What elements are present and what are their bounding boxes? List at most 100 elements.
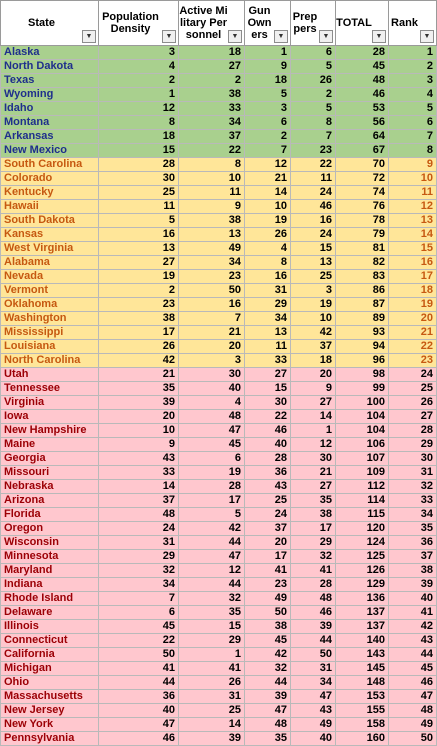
cell-preppers[interactable]: 1 [290, 423, 336, 438]
cell-state[interactable]: Maine [0, 437, 99, 452]
cell-active-military[interactable]: 9 [178, 199, 245, 214]
cell-population-density[interactable]: 42 [98, 353, 179, 368]
cell-population-density[interactable]: 15 [98, 143, 179, 158]
cell-total[interactable]: 96 [335, 353, 389, 368]
cell-gun-owners[interactable]: 46 [244, 423, 291, 438]
cell-state[interactable]: New York [0, 717, 99, 732]
cell-gun-owners[interactable]: 43 [244, 479, 291, 494]
cell-population-density[interactable]: 27 [98, 255, 179, 270]
cell-state[interactable]: New Jersey [0, 703, 99, 718]
cell-gun-owners[interactable]: 49 [244, 591, 291, 606]
cell-total[interactable]: 76 [335, 199, 389, 214]
cell-population-density[interactable]: 1 [98, 87, 179, 102]
cell-total[interactable]: 114 [335, 493, 389, 508]
cell-rank[interactable]: 33 [388, 493, 437, 508]
cell-gun-owners[interactable]: 34 [244, 311, 291, 326]
cell-state[interactable]: Louisiana [0, 339, 99, 354]
cell-gun-owners[interactable]: 47 [244, 703, 291, 718]
cell-gun-owners[interactable]: 39 [244, 689, 291, 704]
cell-gun-owners[interactable]: 22 [244, 409, 291, 424]
cell-preppers[interactable]: 3 [290, 283, 336, 298]
cell-rank[interactable]: 19 [388, 297, 437, 312]
cell-rank[interactable]: 46 [388, 675, 437, 690]
cell-total[interactable]: 136 [335, 591, 389, 606]
cell-rank[interactable]: 50 [388, 731, 437, 746]
cell-active-military[interactable]: 47 [178, 423, 245, 438]
cell-population-density[interactable]: 34 [98, 577, 179, 592]
cell-total[interactable]: 94 [335, 339, 389, 354]
cell-population-density[interactable]: 47 [98, 717, 179, 732]
cell-rank[interactable]: 37 [388, 549, 437, 564]
cell-rank[interactable]: 24 [388, 367, 437, 382]
cell-gun-owners[interactable]: 27 [244, 367, 291, 382]
cell-rank[interactable]: 23 [388, 353, 437, 368]
cell-state[interactable]: Rhode Island [0, 591, 99, 606]
cell-rank[interactable]: 41 [388, 605, 437, 620]
cell-rank[interactable]: 12 [388, 199, 437, 214]
cell-rank[interactable]: 32 [388, 479, 437, 494]
cell-state[interactable]: Nevada [0, 269, 99, 284]
cell-active-military[interactable]: 6 [178, 451, 245, 466]
cell-active-military[interactable]: 29 [178, 633, 245, 648]
cell-state[interactable]: Pennsylvania [0, 731, 99, 746]
filter-dropdown-icon[interactable]: ▼ [420, 30, 434, 43]
cell-state[interactable]: Florida [0, 507, 99, 522]
cell-gun-owners[interactable]: 41 [244, 563, 291, 578]
cell-active-military[interactable]: 27 [178, 59, 245, 74]
cell-preppers[interactable]: 48 [290, 591, 336, 606]
cell-preppers[interactable]: 40 [290, 731, 336, 746]
cell-population-density[interactable]: 5 [98, 213, 179, 228]
cell-active-military[interactable]: 38 [178, 213, 245, 228]
cell-population-density[interactable]: 17 [98, 325, 179, 340]
cell-population-density[interactable]: 43 [98, 451, 179, 466]
cell-preppers[interactable]: 46 [290, 199, 336, 214]
cell-population-density[interactable]: 18 [98, 129, 179, 144]
cell-state[interactable]: Maryland [0, 563, 99, 578]
cell-total[interactable]: 104 [335, 409, 389, 424]
cell-total[interactable]: 155 [335, 703, 389, 718]
cell-preppers[interactable]: 17 [290, 521, 336, 536]
cell-population-density[interactable]: 26 [98, 339, 179, 354]
cell-gun-owners[interactable]: 21 [244, 171, 291, 186]
cell-rank[interactable]: 39 [388, 577, 437, 592]
cell-total[interactable]: 115 [335, 507, 389, 522]
cell-active-military[interactable]: 28 [178, 479, 245, 494]
cell-population-density[interactable]: 2 [98, 283, 179, 298]
cell-population-density[interactable]: 48 [98, 507, 179, 522]
cell-preppers[interactable]: 5 [290, 59, 336, 74]
cell-preppers[interactable]: 2 [290, 87, 336, 102]
cell-total[interactable]: 87 [335, 297, 389, 312]
cell-population-density[interactable]: 10 [98, 423, 179, 438]
cell-total[interactable]: 109 [335, 465, 389, 480]
cell-state[interactable]: Arkansas [0, 129, 99, 144]
cell-preppers[interactable]: 21 [290, 465, 336, 480]
cell-total[interactable]: 158 [335, 717, 389, 732]
cell-active-military[interactable]: 32 [178, 591, 245, 606]
cell-gun-owners[interactable]: 29 [244, 297, 291, 312]
cell-gun-owners[interactable]: 40 [244, 437, 291, 452]
cell-state[interactable]: California [0, 647, 99, 662]
cell-total[interactable]: 89 [335, 311, 389, 326]
cell-gun-owners[interactable]: 16 [244, 269, 291, 284]
cell-state[interactable]: Alaska [0, 45, 99, 60]
cell-total[interactable]: 72 [335, 171, 389, 186]
cell-gun-owners[interactable]: 37 [244, 521, 291, 536]
cell-population-density[interactable]: 44 [98, 675, 179, 690]
cell-preppers[interactable]: 39 [290, 619, 336, 634]
cell-active-military[interactable]: 50 [178, 283, 245, 298]
cell-state[interactable]: Washington [0, 311, 99, 326]
cell-rank[interactable]: 30 [388, 451, 437, 466]
cell-active-military[interactable]: 1 [178, 647, 245, 662]
cell-active-military[interactable]: 44 [178, 577, 245, 592]
cell-total[interactable]: 45 [335, 59, 389, 74]
cell-rank[interactable]: 34 [388, 507, 437, 522]
cell-active-military[interactable]: 23 [178, 269, 245, 284]
cell-rank[interactable]: 22 [388, 339, 437, 354]
cell-state[interactable]: South Dakota [0, 213, 99, 228]
cell-state[interactable]: North Carolina [0, 353, 99, 368]
cell-rank[interactable]: 44 [388, 647, 437, 662]
cell-population-density[interactable]: 21 [98, 367, 179, 382]
cell-rank[interactable]: 42 [388, 619, 437, 634]
cell-gun-owners[interactable]: 11 [244, 339, 291, 354]
cell-state[interactable]: North Dakota [0, 59, 99, 74]
